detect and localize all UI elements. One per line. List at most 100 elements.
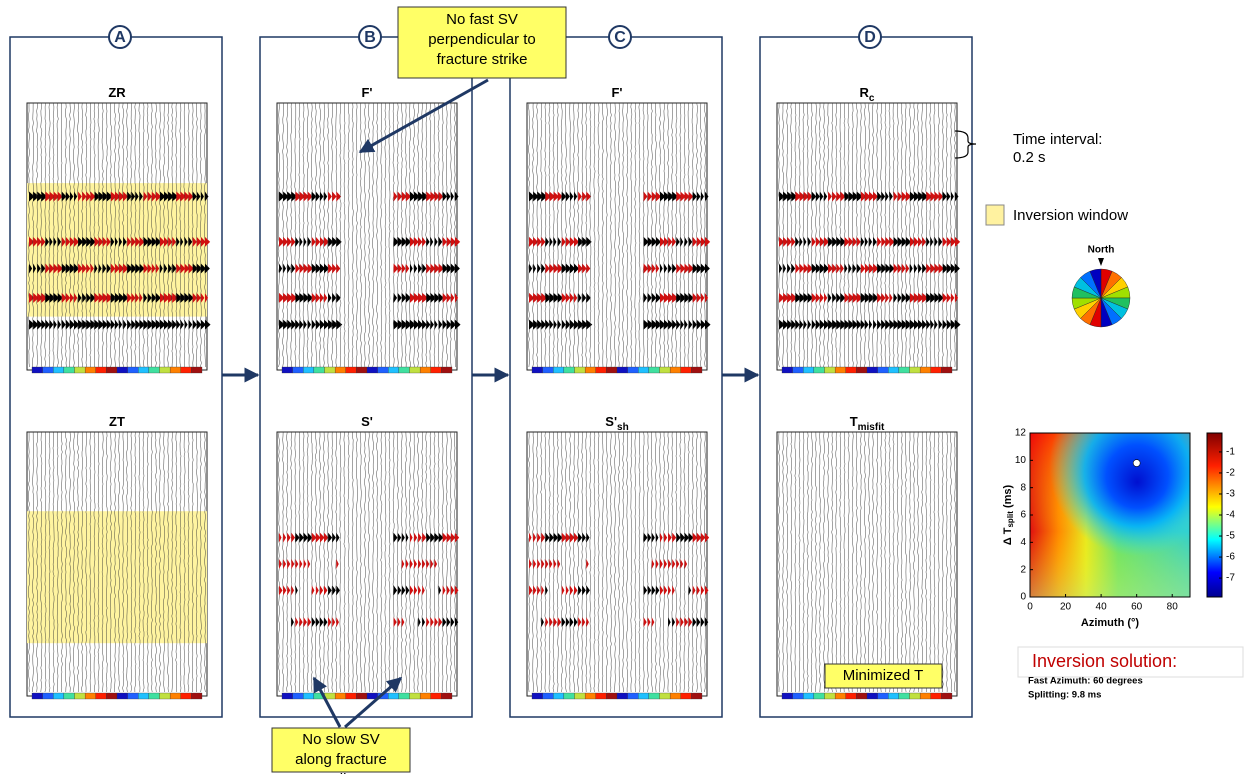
wavelet bbox=[332, 617, 336, 628]
wavelet bbox=[155, 263, 160, 274]
wavelet bbox=[684, 236, 688, 247]
wavelet bbox=[545, 292, 552, 303]
solution-point bbox=[1132, 459, 1141, 467]
trace bbox=[441, 431, 444, 693]
wavelet bbox=[578, 263, 583, 274]
wavelet bbox=[279, 559, 282, 569]
plot-title: Tmisfit bbox=[850, 414, 885, 432]
wavelet bbox=[856, 263, 861, 274]
trace bbox=[454, 431, 456, 693]
wavelet bbox=[41, 292, 48, 303]
trace bbox=[884, 102, 887, 368]
trace bbox=[569, 102, 571, 368]
trace bbox=[388, 102, 391, 367]
trace-colorbar bbox=[584, 692, 596, 700]
wavelet bbox=[139, 263, 145, 274]
wavelet bbox=[680, 263, 686, 274]
colorbar-tick-label: -6 bbox=[1226, 552, 1235, 563]
wavelet bbox=[426, 532, 431, 543]
wavelet bbox=[824, 236, 830, 247]
wavelet bbox=[840, 319, 847, 330]
trace bbox=[778, 102, 780, 368]
wavelet bbox=[159, 292, 166, 303]
wavelet bbox=[98, 292, 105, 303]
wavelet bbox=[65, 319, 71, 330]
trace-colorbar bbox=[930, 692, 942, 700]
wavelet bbox=[159, 319, 166, 330]
wavelet bbox=[529, 292, 535, 303]
wavelet bbox=[192, 191, 197, 202]
wavelet bbox=[537, 319, 543, 330]
wavelet bbox=[926, 292, 933, 303]
trace-colorbar bbox=[95, 366, 107, 374]
trace bbox=[655, 431, 657, 693]
wavelet bbox=[844, 263, 848, 274]
wavelet bbox=[561, 617, 566, 628]
trace bbox=[605, 102, 608, 368]
wavelet bbox=[82, 191, 87, 202]
wavelet bbox=[393, 617, 397, 628]
wavelet bbox=[828, 191, 832, 202]
trace bbox=[278, 431, 280, 693]
wavelet bbox=[418, 559, 422, 569]
wavelet bbox=[926, 191, 933, 202]
wavelet bbox=[696, 263, 703, 274]
wavelet bbox=[430, 319, 434, 330]
wavelet bbox=[856, 319, 862, 330]
wavelet bbox=[688, 319, 693, 330]
trace bbox=[175, 431, 178, 693]
y-tick-label: 6 bbox=[1020, 510, 1026, 521]
wavelet bbox=[291, 191, 298, 202]
wavelet bbox=[438, 191, 444, 202]
wavelet bbox=[119, 263, 125, 274]
trace-colorbar bbox=[169, 692, 181, 700]
wavelet bbox=[569, 617, 574, 628]
wavelet bbox=[434, 236, 438, 247]
wavelet bbox=[311, 532, 317, 543]
trace bbox=[204, 431, 206, 693]
wavelet bbox=[643, 236, 649, 247]
wavelet bbox=[950, 236, 956, 247]
wavelet bbox=[295, 532, 300, 543]
wavelet bbox=[938, 292, 944, 303]
wavelet bbox=[49, 236, 53, 247]
wavelet bbox=[664, 532, 668, 543]
wavelet bbox=[897, 236, 904, 247]
wavelet bbox=[397, 319, 404, 330]
trace bbox=[589, 102, 592, 368]
wavelet bbox=[291, 532, 296, 543]
wavelet bbox=[446, 292, 451, 303]
trace bbox=[605, 431, 608, 693]
wavelet bbox=[450, 263, 457, 274]
wavelet bbox=[795, 263, 800, 274]
wavelet bbox=[57, 263, 63, 274]
trace-colorbar bbox=[377, 366, 389, 374]
wavelet bbox=[873, 292, 879, 303]
wavelet bbox=[942, 263, 949, 274]
trace bbox=[851, 431, 854, 693]
trace bbox=[89, 431, 92, 693]
wavelet bbox=[909, 292, 916, 303]
wavelet bbox=[549, 532, 554, 543]
wavelet bbox=[438, 532, 444, 543]
wavelet bbox=[692, 532, 698, 543]
trace-colorbar bbox=[563, 692, 575, 700]
trace bbox=[437, 431, 440, 693]
wavelet bbox=[319, 617, 324, 628]
wavelet bbox=[909, 191, 916, 202]
trace-colorbar bbox=[877, 366, 889, 374]
wavelet bbox=[574, 585, 578, 596]
wavelet bbox=[37, 263, 41, 274]
trace bbox=[929, 431, 932, 693]
wavelet bbox=[438, 263, 444, 274]
wavelet bbox=[676, 617, 680, 628]
wavelet bbox=[893, 319, 900, 330]
trace-colorbar bbox=[616, 692, 628, 700]
wavelet bbox=[414, 292, 420, 303]
trace bbox=[73, 431, 75, 693]
wavelet bbox=[61, 263, 68, 274]
trace-colorbar bbox=[845, 692, 857, 700]
wavelet bbox=[700, 617, 705, 628]
wavelet bbox=[164, 319, 170, 330]
wavelet bbox=[397, 617, 401, 628]
